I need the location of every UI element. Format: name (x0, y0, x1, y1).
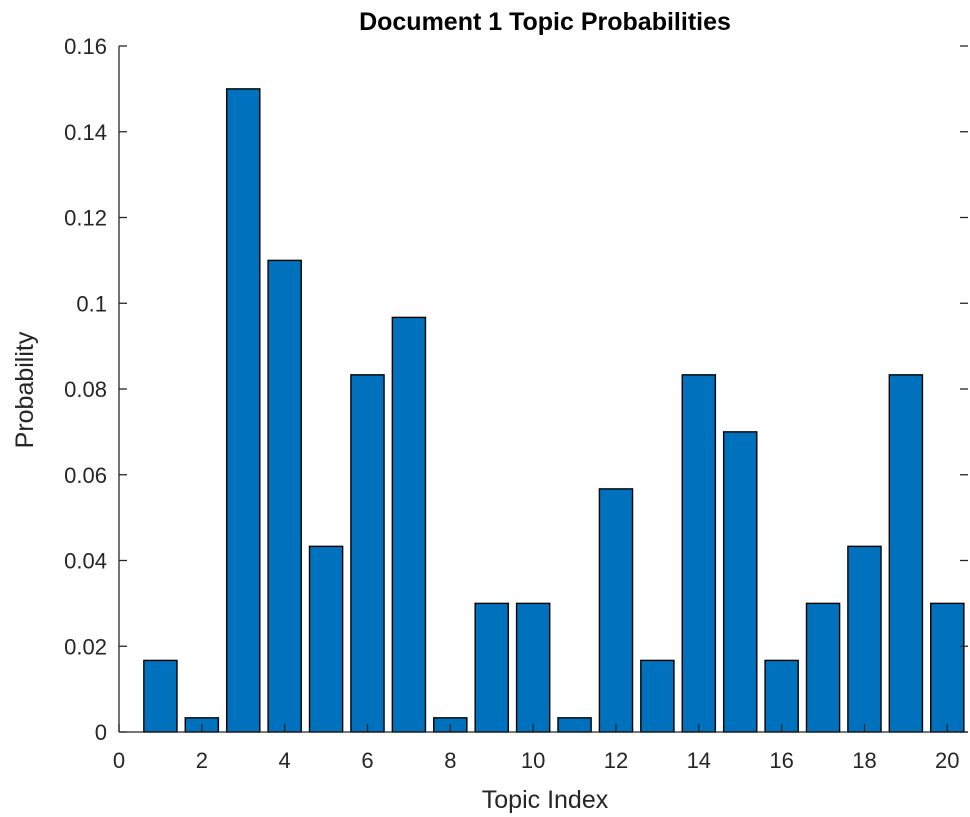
x-tick-label: 14 (687, 748, 711, 773)
bar-topic-6 (350, 374, 385, 733)
y-tick-label: 0.08 (64, 377, 107, 402)
bar-topic-16 (764, 659, 799, 733)
y-tick-label: 0 (95, 720, 107, 745)
bar-topic-11 (557, 717, 592, 733)
bar-topic-13 (640, 659, 675, 733)
bar-topic-14 (681, 374, 717, 733)
x-tick-label: 12 (604, 748, 628, 773)
y-tick-label: 0.04 (64, 549, 107, 574)
bar-topic-12 (598, 488, 634, 733)
y-axis-label: Probability (11, 331, 39, 448)
x-tick-label: 2 (196, 748, 208, 773)
bar-topic-1 (143, 659, 178, 733)
x-tick-label: 18 (852, 748, 876, 773)
x-tick-label: 6 (361, 748, 373, 773)
bar-topic-18 (847, 545, 882, 733)
y-tick-label: 0.12 (64, 206, 107, 231)
x-tick-label: 8 (444, 748, 456, 773)
chart-title: Document 1 Topic Probabilities (359, 8, 731, 36)
x-tick-label: 16 (769, 748, 793, 773)
y-tick-label: 0.14 (64, 120, 107, 145)
bar-topic-9 (474, 602, 510, 733)
y-ticks: 0 0.02 0.04 0.06 0.08 0.1 0.12 0.14 0.16 (64, 34, 968, 745)
bar-topic-20 (930, 602, 965, 733)
x-tick-label: 20 (935, 748, 959, 773)
bar-topic-4 (267, 259, 302, 733)
x-tick-label: 10 (521, 748, 545, 773)
x-tick-label: 0 (113, 748, 125, 773)
x-ticks: 0 2 4 6 8 10 12 14 16 18 20 (113, 724, 960, 773)
bar-topic-7 (391, 316, 427, 733)
bar-topic-17 (805, 602, 841, 733)
bar-topic-10 (515, 602, 551, 733)
bar-topic-5 (308, 545, 344, 733)
x-axis-label: Topic Index (482, 786, 609, 814)
bar-series (143, 88, 965, 733)
y-tick-label: 0.02 (64, 634, 107, 659)
bar-topic-3 (225, 88, 261, 733)
x-tick-label: 4 (279, 748, 291, 773)
bar-topic-15 (722, 431, 758, 733)
y-tick-label: 0.06 (64, 463, 107, 488)
bar-topic-19 (888, 374, 924, 733)
y-tick-label: 0.16 (64, 34, 107, 59)
y-tick-label: 0.1 (76, 291, 107, 316)
